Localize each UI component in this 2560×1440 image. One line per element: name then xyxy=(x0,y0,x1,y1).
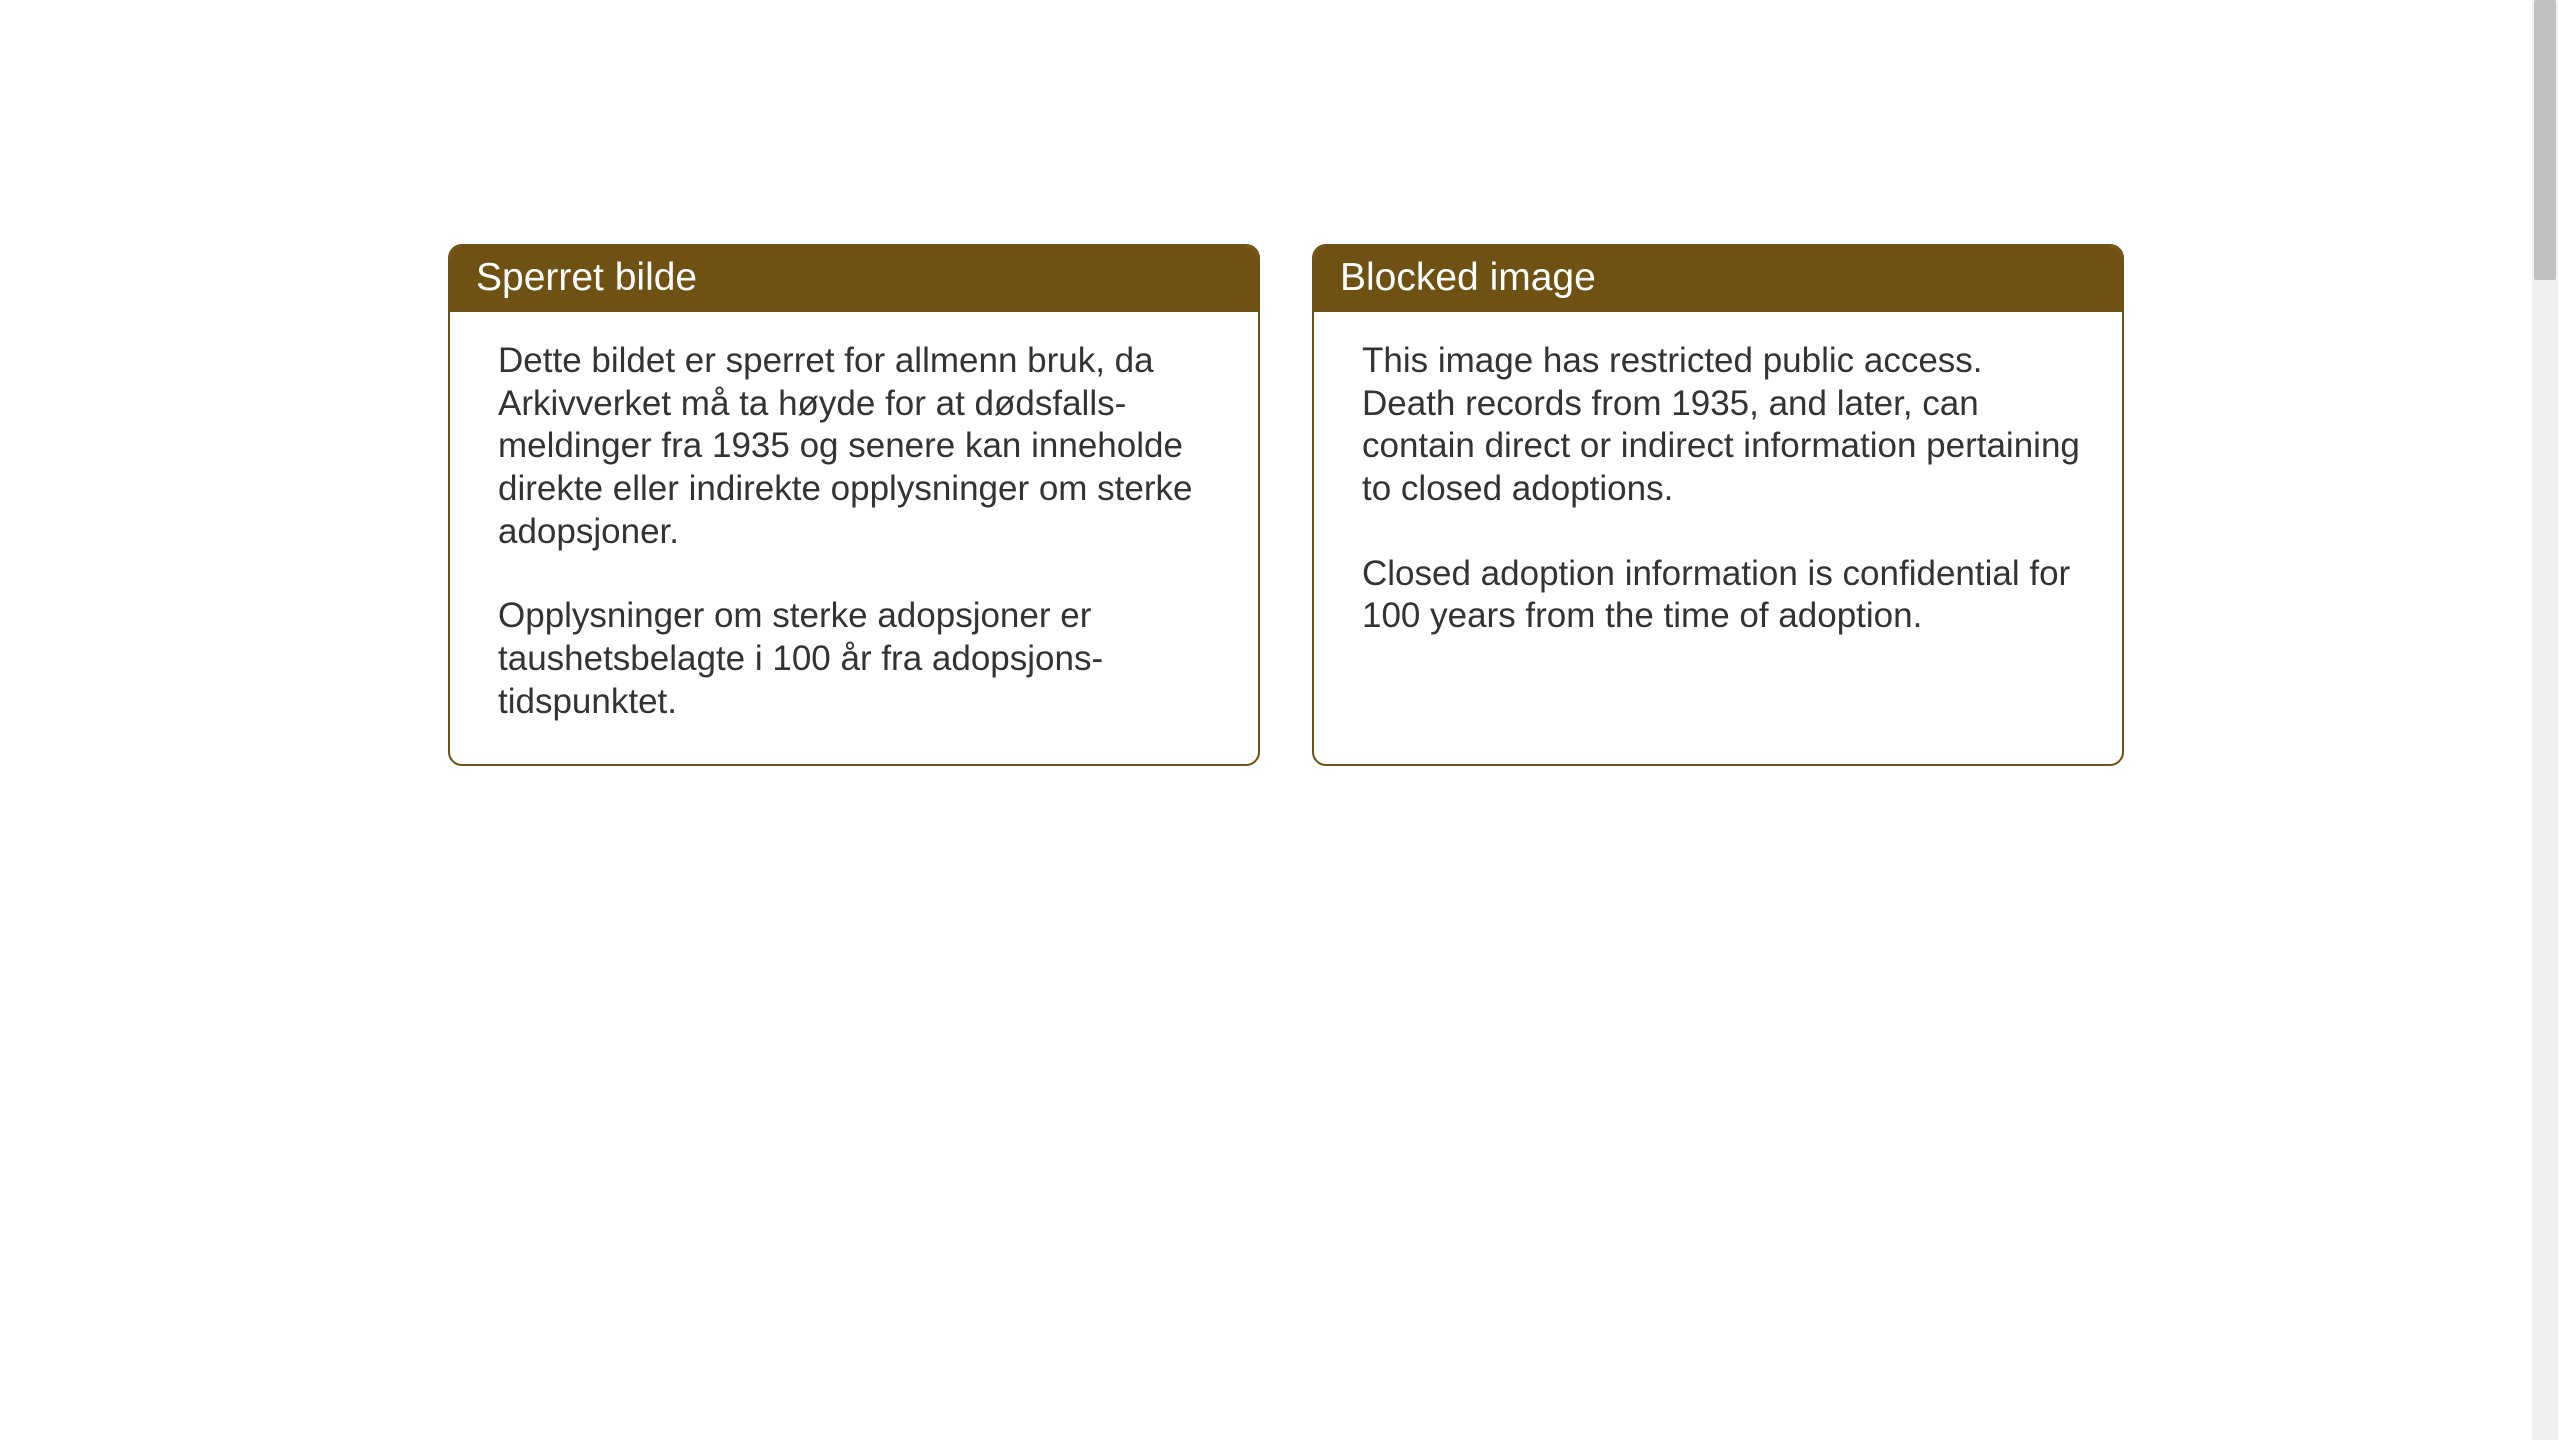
norwegian-paragraph-1: Dette bildet er sperret for allmenn bruk… xyxy=(498,340,1218,553)
norwegian-card-body: Dette bildet er sperret for allmenn bruk… xyxy=(450,312,1258,764)
english-paragraph-2: Closed adoption information is confident… xyxy=(1362,553,2082,638)
vertical-scrollbar-track[interactable] xyxy=(2532,0,2558,1440)
norwegian-paragraph-2: Opplysninger om sterke adopsjoner er tau… xyxy=(498,595,1218,723)
english-paragraph-1: This image has restricted public access.… xyxy=(1362,340,2082,511)
english-notice-card: Blocked image This image has restricted … xyxy=(1312,244,2124,766)
norwegian-notice-card: Sperret bilde Dette bildet er sperret fo… xyxy=(448,244,1260,766)
english-card-body: This image has restricted public access.… xyxy=(1314,312,2122,756)
notice-cards-container: Sperret bilde Dette bildet er sperret fo… xyxy=(448,244,2124,766)
english-card-title: Blocked image xyxy=(1314,246,2122,312)
vertical-scrollbar-thumb[interactable] xyxy=(2534,0,2556,280)
norwegian-card-title: Sperret bilde xyxy=(450,246,1258,312)
